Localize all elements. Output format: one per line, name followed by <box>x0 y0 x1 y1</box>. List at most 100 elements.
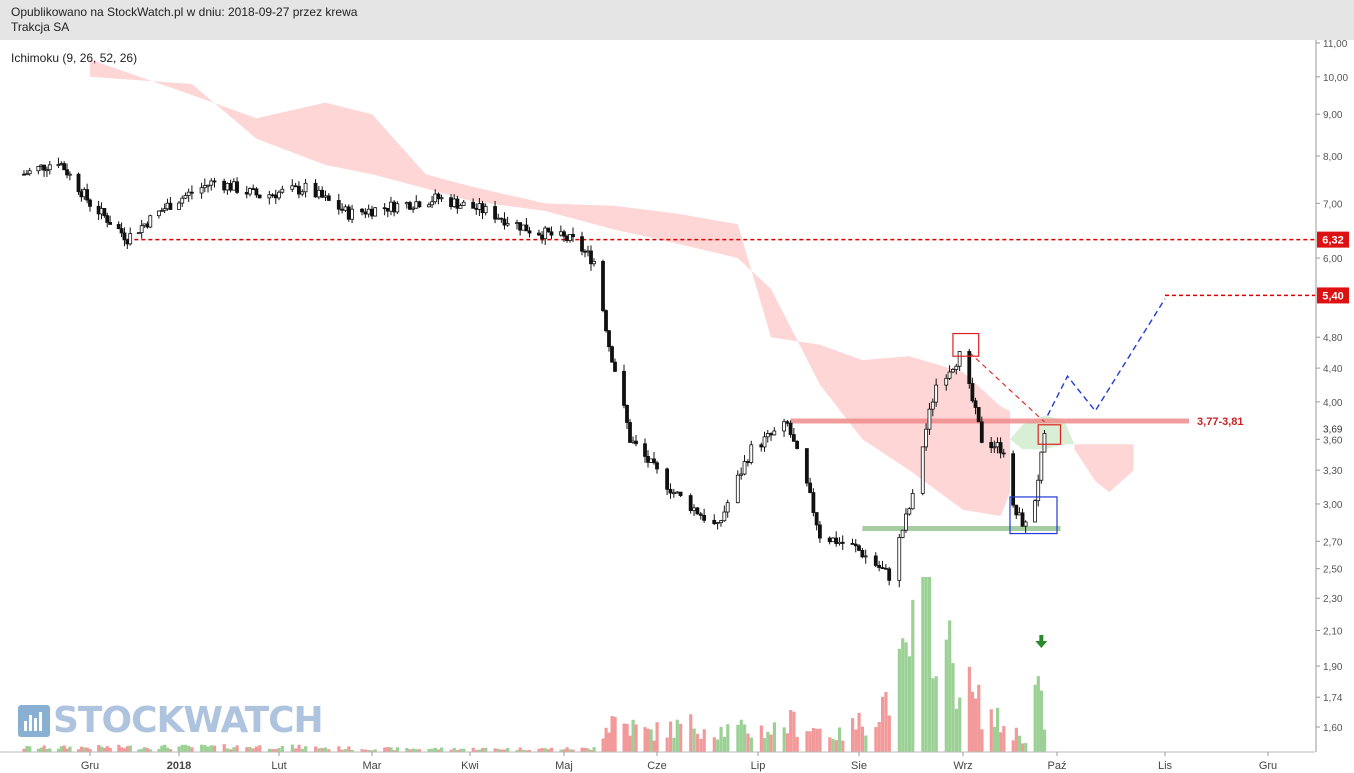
candle-61 <box>277 190 281 201</box>
candle-214 <box>970 377 975 403</box>
candle-150 <box>671 488 676 498</box>
candle-body <box>433 193 438 203</box>
candle-body <box>231 181 236 191</box>
volume-bar <box>267 748 272 752</box>
volume-bar <box>68 746 72 752</box>
candle-body <box>1023 521 1028 527</box>
volume-bar <box>120 747 124 752</box>
volume-bar <box>386 747 390 752</box>
candle-body <box>340 208 345 211</box>
candle-114 <box>518 222 523 236</box>
candle-body <box>1036 479 1041 502</box>
volume-bar <box>455 750 460 752</box>
candle-body <box>804 448 809 484</box>
candle-92 <box>417 200 422 208</box>
candle-57 <box>257 194 262 199</box>
volume-bar <box>370 750 374 752</box>
candle-142 <box>634 434 638 447</box>
candle-230 <box>1039 451 1044 484</box>
candle-102 <box>461 200 466 206</box>
candle-148 <box>665 467 669 496</box>
candle-222 <box>1001 448 1006 458</box>
candle-91 <box>414 195 419 209</box>
volume-bar <box>180 744 184 752</box>
volume-bar <box>528 749 532 752</box>
volume-bar <box>924 577 928 752</box>
candle-199 <box>900 529 905 539</box>
volume-bar <box>874 727 878 752</box>
candle-209 <box>947 365 952 381</box>
candle-body <box>458 205 463 209</box>
candle-183 <box>827 536 832 545</box>
volume-bar <box>108 747 112 752</box>
candle-body <box>967 351 972 384</box>
candle-body <box>515 222 519 224</box>
volume-bar <box>122 748 127 752</box>
volume-bar <box>327 749 331 752</box>
candle-body <box>385 207 390 212</box>
candle-225 <box>1017 507 1022 516</box>
x-tick-label: Gru <box>81 760 99 772</box>
candle-body <box>746 461 750 463</box>
volume-bar <box>392 750 396 752</box>
candle-110 <box>499 217 504 223</box>
price-marker: 3,69 <box>1323 425 1343 436</box>
y-tick-label: 4,00 <box>1323 398 1343 409</box>
highlight-box-2 <box>1009 496 1058 535</box>
candle-body <box>860 550 865 558</box>
volume-bar <box>502 749 507 752</box>
candle-body <box>343 206 348 211</box>
volume-bar <box>363 749 368 752</box>
volume-bar <box>649 729 653 752</box>
candle-221 <box>998 437 1003 459</box>
x-tick-label: Gru <box>1259 760 1277 772</box>
candle-161 <box>722 505 727 522</box>
candle-84 <box>385 207 390 218</box>
volume-bar <box>546 749 551 752</box>
volume-bar <box>769 734 773 752</box>
candle-body <box>248 188 252 195</box>
volume-bar <box>904 642 908 752</box>
candle-98 <box>449 194 453 210</box>
volume-bar <box>177 746 181 752</box>
candle-body <box>568 233 572 241</box>
candle-171 <box>769 432 773 441</box>
candle-33 <box>157 210 161 219</box>
candle-body <box>634 440 638 445</box>
candle-125 <box>565 234 569 243</box>
candle-body <box>818 524 822 539</box>
candle-129 <box>583 249 587 258</box>
volume-bar <box>944 639 948 752</box>
header-bar: Opublikowano na StockWatch.pl w dniu: 20… <box>0 0 1354 40</box>
candle-97 <box>439 194 444 203</box>
volume-bar <box>692 728 696 752</box>
candle-65 <box>297 181 301 199</box>
candle-body <box>88 199 92 207</box>
candle-body <box>995 442 1000 448</box>
candle-90 <box>411 206 415 213</box>
candle-body <box>762 436 767 448</box>
candle-body <box>840 541 845 544</box>
candle-133 <box>601 259 605 313</box>
volume-bar <box>1036 676 1040 752</box>
candle-106 <box>480 200 485 220</box>
candle-body <box>68 173 72 176</box>
volume-bar <box>360 749 364 752</box>
candle-body <box>336 200 341 210</box>
candle-body <box>954 365 959 370</box>
candle-144 <box>646 450 650 468</box>
candle-229 <box>1036 474 1041 507</box>
candle-body <box>769 433 773 436</box>
candle-body <box>957 351 962 367</box>
highlight-box-0 <box>952 332 980 357</box>
candle-17 <box>88 198 92 212</box>
volume-bar <box>934 676 938 752</box>
volume-bar <box>160 745 164 752</box>
candle-37 <box>168 197 173 211</box>
volume-bar <box>212 745 217 752</box>
candle-155 <box>695 507 700 515</box>
y-tick-label: 3,60 <box>1323 435 1343 446</box>
candle-body <box>300 191 305 195</box>
volume-bar <box>772 722 776 752</box>
